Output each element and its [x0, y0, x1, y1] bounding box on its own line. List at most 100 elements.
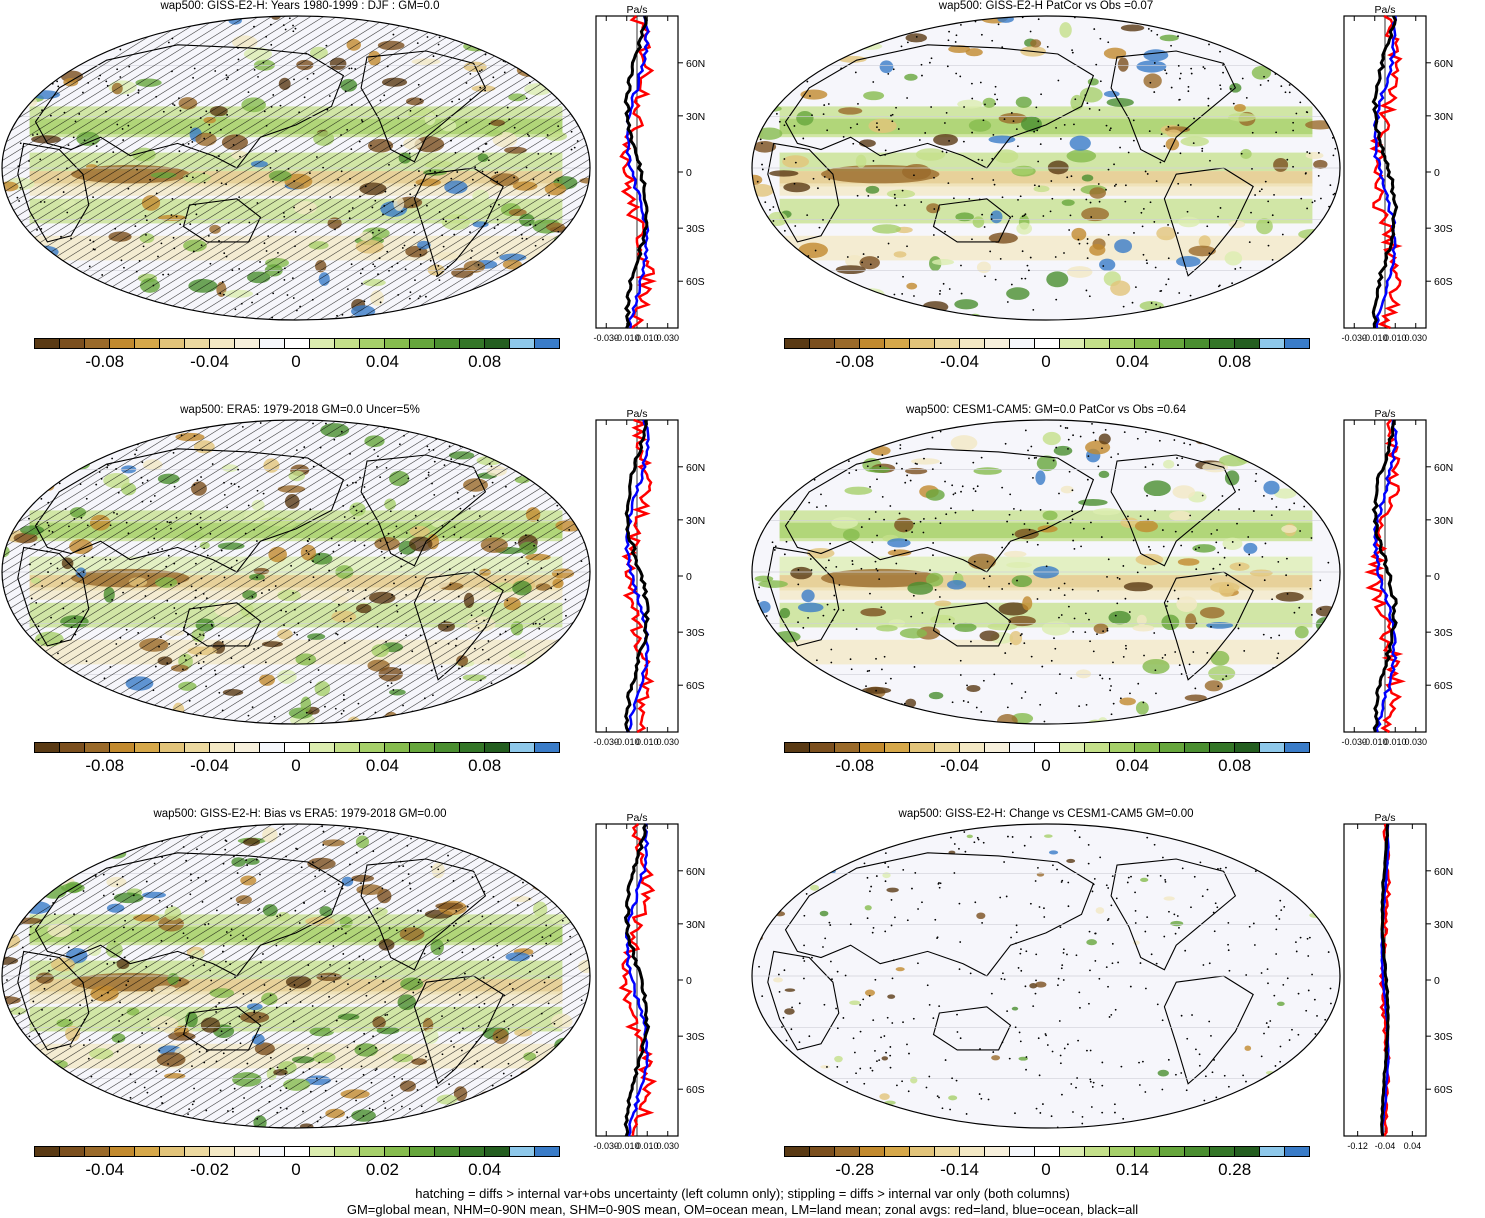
- lat-label: 60S: [686, 276, 705, 288]
- colorbar-swatch: [435, 1147, 460, 1156]
- continent-outline: [360, 50, 487, 163]
- continent-outline: [1110, 858, 1237, 971]
- colorbar-swatch: [110, 743, 135, 752]
- colorbar-swatch: [385, 1147, 410, 1156]
- zonal-line-ocean: [1380, 823, 1390, 1137]
- zonal-line-ocean: [1372, 15, 1398, 329]
- continent-outline: [784, 852, 1095, 977]
- zonal-line-all: [1371, 15, 1399, 329]
- colorbar-swatch: [1160, 743, 1185, 752]
- lat-label: 30S: [1434, 1031, 1453, 1043]
- colorbar-swatch: [935, 1147, 960, 1156]
- colorbar-label: 0: [291, 352, 301, 371]
- colorbar-swatch: [1235, 339, 1260, 348]
- zonal-units: Pa/s: [626, 408, 647, 420]
- lat-label: 60S: [686, 680, 705, 692]
- lat-label: 60N: [1434, 462, 1453, 474]
- continent-outline: [784, 44, 1095, 169]
- colorbar-swatch: [85, 339, 110, 348]
- colorbar-swatch: [535, 743, 559, 752]
- colorbar-swatch: [985, 743, 1010, 752]
- lat-label: 0: [686, 571, 692, 583]
- colorbar-swatch: [510, 743, 535, 752]
- zonal-tick-label: -0.010: [614, 333, 640, 342]
- colorbar-label: -0.04: [940, 756, 979, 775]
- colorbar-swatch: [1085, 339, 1110, 348]
- colorbar-swatch: [235, 1147, 260, 1156]
- zonal-line-all: [623, 15, 649, 329]
- colorbar-swatch: [785, 743, 810, 752]
- zonal-line-ocean: [1372, 419, 1398, 733]
- zonal-tick-label: 0.030: [1404, 737, 1427, 746]
- continent-outline: [932, 1006, 1012, 1051]
- colorbar-label: 0.08: [468, 756, 502, 775]
- colorbar-swatch: [260, 339, 285, 348]
- zonal-line-all: [1380, 823, 1390, 1137]
- footer-note: hatching = diffs > internal var+obs unce…: [0, 1186, 1485, 1218]
- colorbar-swatch: [810, 743, 835, 752]
- colorbar-swatch: [160, 743, 185, 752]
- colorbar-swatch: [1260, 1147, 1285, 1156]
- zonal-line-land: [618, 823, 658, 1137]
- lat-label: 60N: [1434, 58, 1453, 70]
- zonal-line-all: [624, 419, 650, 733]
- colorbar-swatch: [160, 1147, 185, 1156]
- zonal-units: Pa/s: [1374, 408, 1395, 420]
- lat-label: 60N: [686, 866, 705, 878]
- zonal-tick-label: -0.010: [1362, 737, 1388, 746]
- map-border: [751, 15, 1341, 321]
- colorbar-swatch: [1260, 339, 1285, 348]
- colorbar-swatch: [535, 339, 559, 348]
- zonal-tick-label: 0.04: [1404, 1141, 1422, 1150]
- colorbar-swatch: [985, 339, 1010, 348]
- colorbar-swatch: [485, 339, 510, 348]
- zonal-line-all: [623, 823, 651, 1137]
- map-band-1: [29, 522, 563, 539]
- colorbar-label: -0.08: [85, 352, 125, 371]
- colorbar-swatch: [785, 339, 810, 348]
- colorbar: [34, 742, 560, 753]
- colorbar-swatch: [985, 1147, 1010, 1156]
- colorbar-swatch: [285, 1147, 310, 1156]
- zonal-tick-label: 0.010: [636, 737, 659, 746]
- lat-label: 0: [1434, 167, 1440, 179]
- zonal-tick-label: -0.030: [593, 1141, 619, 1150]
- continent-outline: [932, 602, 1012, 647]
- colorbar-swatch: [535, 1147, 559, 1156]
- map-band-1: [779, 118, 1313, 135]
- zonal-tick-label: -0.010: [614, 737, 640, 746]
- colorbar: [784, 338, 1310, 349]
- colorbar-label: 0: [291, 756, 301, 775]
- colorbar-swatch: [1060, 1147, 1085, 1156]
- continent-outline: [1110, 50, 1237, 163]
- continent-outline: [1163, 167, 1254, 277]
- colorbar-swatch: [935, 339, 960, 348]
- continent-outline: [767, 142, 840, 243]
- colorbar-swatch: [310, 743, 335, 752]
- colorbar-swatch: [1035, 743, 1060, 752]
- continent-outline: [17, 950, 90, 1051]
- colorbar-swatch: [110, 1147, 135, 1156]
- colorbar-swatch: [385, 743, 410, 752]
- colorbar-label: 0.08: [1218, 352, 1252, 371]
- colorbar-swatch: [1185, 1147, 1210, 1156]
- zonal-tick-label: 0.030: [656, 333, 679, 342]
- colorbar-swatch: [35, 339, 60, 348]
- colorbar-swatch: [810, 339, 835, 348]
- lat-label: 30S: [686, 627, 705, 639]
- zonal-tick-label: -0.030: [593, 737, 619, 746]
- colorbar-swatch: [1135, 743, 1160, 752]
- colorbar-label: 0.02: [365, 1160, 399, 1179]
- colorbar-swatch: [460, 339, 485, 348]
- colorbar-swatch: [835, 743, 860, 752]
- map-band-1: [29, 926, 563, 943]
- panel-title: wap500: GISS-E2-H PatCor vs Obs =0.07: [938, 0, 1154, 12]
- colorbar-swatch: [335, 1147, 360, 1156]
- lat-label: 60S: [1434, 276, 1453, 288]
- colorbar-swatch: [1210, 339, 1235, 348]
- colorbar-swatch: [310, 1147, 335, 1156]
- colorbar-swatch: [360, 1147, 385, 1156]
